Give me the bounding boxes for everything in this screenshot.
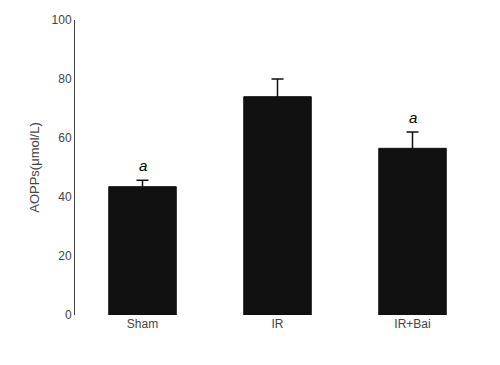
svg-text:Sham: Sham (127, 317, 158, 331)
svg-text:40: 40 (58, 190, 72, 204)
svg-text:a: a (139, 157, 147, 174)
svg-text:IR: IR (272, 317, 284, 331)
svg-text:0: 0 (65, 308, 72, 322)
svg-text:20: 20 (58, 249, 72, 263)
svg-text:60: 60 (58, 131, 72, 145)
svg-text:100: 100 (52, 13, 72, 27)
svg-text:a: a (409, 109, 417, 126)
svg-text:IR+Bai: IR+Bai (394, 317, 430, 331)
svg-text:80: 80 (58, 72, 72, 86)
svg-text:AOPPs(μmol/L): AOPPs(μmol/L) (27, 122, 42, 213)
